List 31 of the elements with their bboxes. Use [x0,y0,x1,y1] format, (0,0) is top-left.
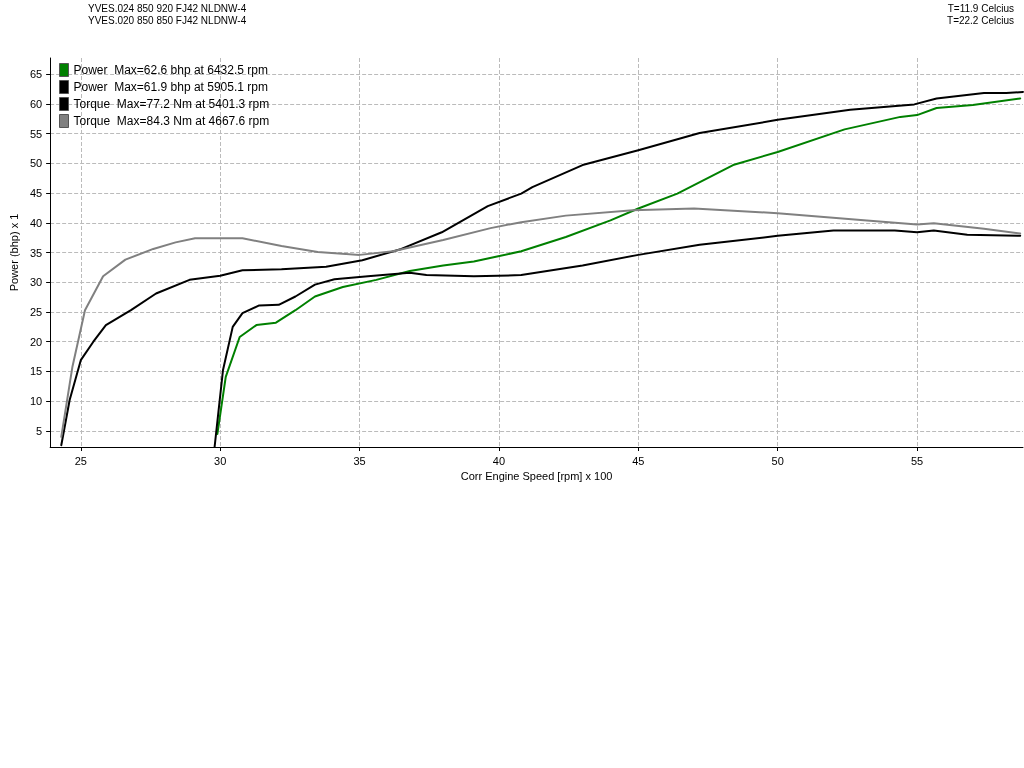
x-tick-label: 45 [632,454,645,467]
y-axis-title: Power (bhp) x 1 [7,213,20,292]
y-tick-label: 35 [29,246,43,259]
text: YVES.024 850 920 FJ42 NLDNW-4 [88,2,247,14]
legend-label: Torque Max=77.2 Nm at 5401.3 rpm [73,97,270,111]
y-tick-label: 45 [29,187,43,200]
y-tick-label: 5 [36,424,43,437]
legend-label: Power Max=62.6 bhp at 6432.5 rpm [73,63,268,77]
y-tick-label: 55 [29,127,43,140]
x-tick-label: 40 [492,454,506,467]
text: T=11.9 Celcius [947,2,1015,14]
x-tick-label: 55 [910,454,924,467]
y-tick-label: 50 [29,157,43,170]
text: YVES.020 850 850 FJ42 NLDNW-4 [88,14,247,26]
x-tick-label: 35 [353,454,366,467]
x-tick-label: 25 [74,454,87,467]
line-series [60,207,1022,438]
legend-label: Power Max=61.9 bhp at 5905.1 rpm [73,80,268,94]
x-tick-label: 30 [214,454,227,467]
text: T=22.2 Celcius [947,14,1015,26]
y-tick-label: 65 [29,68,43,81]
y-tick-label: 60 [29,97,43,110]
x-axis-title: Corr Engine Speed [rpm] x 100 [460,470,613,483]
legend-label: Torque Max=84.3 Nm at 4667.6 rpm [73,114,270,128]
y-tick-label: 15 [29,365,43,378]
y-tick-label: 40 [29,216,43,229]
y-tick-label: 30 [29,276,43,289]
y-tick-label: 10 [29,395,43,408]
x-tick-label: 50 [771,454,784,467]
y-tick-label: 25 [29,305,43,318]
y-tick-label: 20 [29,335,43,348]
